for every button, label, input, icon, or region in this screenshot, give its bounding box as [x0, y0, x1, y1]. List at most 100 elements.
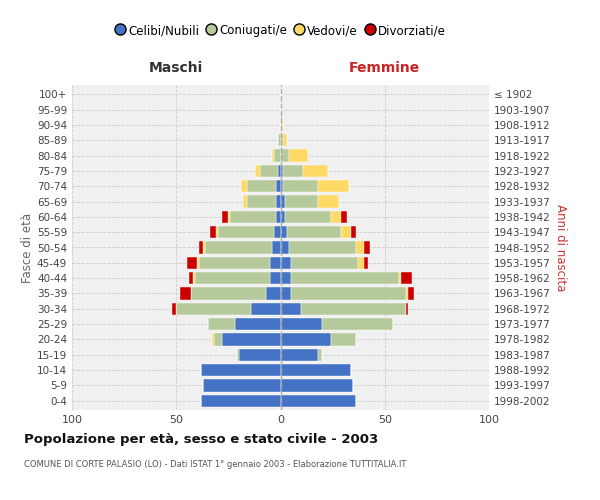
Bar	[281, 149, 289, 162]
Bar	[214, 333, 222, 346]
Bar	[278, 164, 281, 177]
Bar	[364, 241, 370, 254]
Bar	[189, 272, 193, 284]
Bar	[289, 149, 308, 162]
Bar	[281, 164, 283, 177]
Bar	[281, 287, 291, 300]
Bar	[208, 318, 235, 330]
Text: Femmine: Femmine	[349, 61, 421, 75]
Bar	[281, 118, 283, 131]
Bar	[318, 195, 339, 208]
Bar	[247, 180, 277, 192]
Bar	[205, 241, 272, 254]
Bar	[270, 272, 281, 284]
Bar	[281, 256, 291, 269]
Bar	[251, 302, 281, 315]
Bar	[291, 272, 400, 284]
Text: Maschi: Maschi	[149, 61, 203, 75]
Bar	[172, 302, 176, 315]
Bar	[281, 226, 287, 238]
Bar	[291, 256, 358, 269]
Bar	[277, 210, 281, 223]
Bar	[281, 364, 352, 376]
Bar	[341, 226, 352, 238]
Y-axis label: Fasce di età: Fasce di età	[21, 212, 34, 282]
Bar	[241, 180, 247, 192]
Bar	[281, 318, 322, 330]
Bar	[318, 180, 349, 192]
Bar	[281, 348, 318, 361]
Bar	[304, 164, 328, 177]
Bar	[277, 180, 281, 192]
Bar	[281, 180, 283, 192]
Bar	[272, 149, 274, 162]
Bar	[281, 241, 289, 254]
Bar	[270, 256, 281, 269]
Bar	[187, 256, 197, 269]
Bar	[281, 302, 301, 315]
Bar	[199, 241, 203, 254]
Bar	[212, 333, 214, 346]
Bar	[272, 241, 281, 254]
Bar	[281, 272, 291, 284]
Text: COMUNE DI CORTE PALASIO (LO) - Dati ISTAT 1° gennaio 2003 - Elaborazione TUTTITA: COMUNE DI CORTE PALASIO (LO) - Dati ISTA…	[24, 460, 406, 469]
Bar	[318, 348, 322, 361]
Bar	[401, 272, 412, 284]
Bar	[199, 256, 270, 269]
Bar	[283, 164, 304, 177]
Bar	[195, 272, 270, 284]
Bar	[407, 287, 414, 300]
Bar	[281, 210, 284, 223]
Bar	[176, 302, 251, 315]
Bar	[229, 210, 230, 223]
Bar	[331, 333, 356, 346]
Bar	[218, 226, 274, 238]
Bar	[281, 379, 353, 392]
Bar	[247, 195, 277, 208]
Bar	[222, 210, 229, 223]
Bar	[277, 195, 281, 208]
Bar	[341, 210, 347, 223]
Bar	[283, 180, 318, 192]
Bar	[191, 287, 266, 300]
Bar	[281, 333, 331, 346]
Bar	[322, 318, 393, 330]
Bar	[197, 256, 199, 269]
Bar	[406, 287, 407, 300]
Bar	[222, 333, 281, 346]
Bar	[209, 226, 216, 238]
Bar	[243, 195, 247, 208]
Bar	[352, 226, 356, 238]
Bar	[406, 302, 407, 315]
Bar	[291, 287, 406, 300]
Bar	[266, 287, 281, 300]
Bar	[331, 210, 341, 223]
Bar	[283, 134, 287, 146]
Bar	[216, 226, 218, 238]
Bar	[274, 149, 281, 162]
Bar	[181, 287, 191, 300]
Text: Popolazione per età, sesso e stato civile - 2003: Popolazione per età, sesso e stato civil…	[24, 432, 378, 446]
Bar	[203, 241, 205, 254]
Bar	[239, 348, 281, 361]
Bar	[301, 302, 406, 315]
Bar	[237, 348, 239, 361]
Bar	[281, 394, 356, 407]
Bar	[281, 134, 283, 146]
Bar	[356, 241, 364, 254]
Bar	[289, 241, 356, 254]
Bar	[287, 226, 341, 238]
Bar	[281, 195, 284, 208]
Bar	[278, 134, 281, 146]
Bar	[203, 379, 281, 392]
Bar	[274, 226, 281, 238]
Bar	[358, 256, 364, 269]
Bar	[260, 164, 278, 177]
Legend: Celibi/Nubili, Coniugati/e, Vedovi/e, Divorziati/e: Celibi/Nubili, Coniugati/e, Vedovi/e, Di…	[110, 20, 451, 42]
Bar	[235, 318, 281, 330]
Bar	[201, 394, 281, 407]
Bar	[284, 210, 331, 223]
Bar	[230, 210, 277, 223]
Bar	[400, 272, 401, 284]
Bar	[201, 364, 281, 376]
